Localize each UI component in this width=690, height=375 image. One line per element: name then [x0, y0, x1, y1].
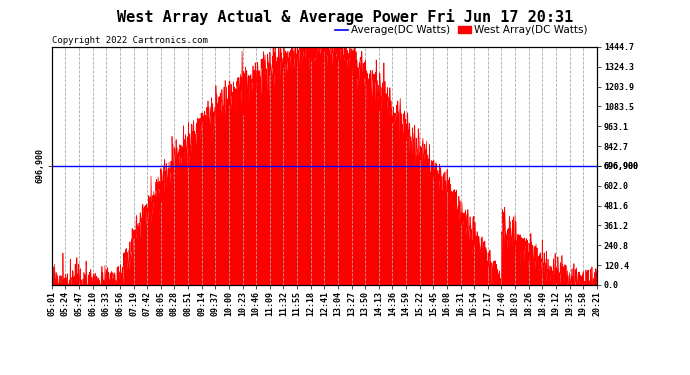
- Legend: Average(DC Watts), West Array(DC Watts): Average(DC Watts), West Array(DC Watts): [331, 21, 591, 39]
- Text: West Array Actual & Average Power Fri Jun 17 20:31: West Array Actual & Average Power Fri Ju…: [117, 9, 573, 26]
- Text: Copyright 2022 Cartronics.com: Copyright 2022 Cartronics.com: [52, 36, 208, 45]
